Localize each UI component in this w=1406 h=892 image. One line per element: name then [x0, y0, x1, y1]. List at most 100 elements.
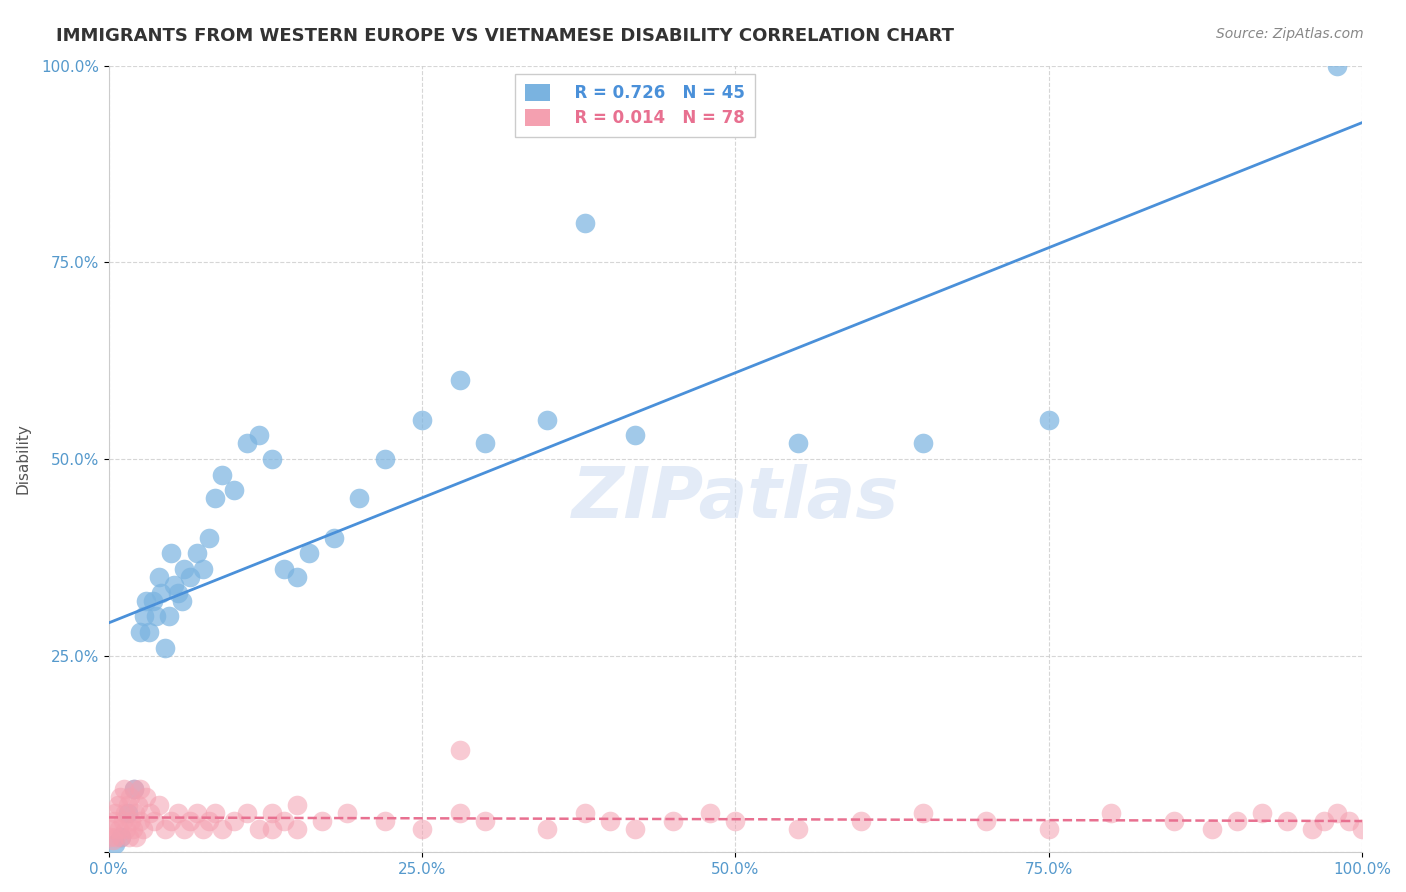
Point [135, 593, 157, 607]
Point [849, 814, 872, 828]
Point [131, 822, 153, 836]
Point [198, 814, 221, 828]
Point [120, 790, 142, 805]
Point [211, 467, 233, 482]
Point [449, 743, 471, 757]
Point [912, 436, 935, 450]
Point [1275, 814, 1298, 828]
Point [150, 585, 173, 599]
Point [336, 805, 359, 820]
Point [114, 805, 136, 820]
Point [125, 830, 148, 844]
Point [787, 436, 810, 450]
Point [100, 822, 122, 836]
Point [110, 830, 132, 844]
Point [974, 814, 997, 828]
Point [247, 428, 270, 442]
Point [224, 483, 246, 498]
Point [129, 782, 152, 797]
Point [1326, 59, 1348, 73]
Text: IMMIGRANTS FROM WESTERN EUROPE VS VIETNAMESE DISABILITY CORRELATION CHART: IMMIGRANTS FROM WESTERN EUROPE VS VIETNA… [56, 27, 955, 45]
Point [191, 822, 214, 836]
Point [273, 814, 295, 828]
Point [157, 609, 180, 624]
Point [449, 805, 471, 820]
Point [110, 830, 132, 844]
Point [105, 830, 128, 844]
Point [155, 640, 177, 655]
Point [129, 814, 152, 828]
Point [323, 531, 346, 545]
Point [449, 373, 471, 387]
Point [1301, 822, 1323, 836]
Point [117, 805, 139, 820]
Point [111, 814, 134, 828]
Point [1163, 814, 1185, 828]
Point [204, 491, 226, 506]
Point [118, 830, 141, 844]
Point [211, 822, 233, 836]
Point [166, 805, 188, 820]
Point [145, 609, 167, 624]
Point [160, 546, 183, 560]
Point [122, 782, 145, 797]
Point [260, 452, 283, 467]
Point [170, 593, 193, 607]
Point [148, 570, 170, 584]
Point [224, 814, 246, 828]
Point [1099, 805, 1122, 820]
Point [1038, 822, 1060, 836]
Point [298, 546, 321, 560]
Point [179, 814, 201, 828]
Point [103, 814, 125, 828]
Point [117, 798, 139, 813]
Point [273, 562, 295, 576]
Point [120, 814, 142, 828]
Point [235, 436, 257, 450]
Point [1326, 805, 1348, 820]
Point [661, 814, 683, 828]
Point [247, 822, 270, 836]
Point [599, 814, 621, 828]
Point [163, 578, 186, 592]
Point [260, 822, 283, 836]
Point [166, 585, 188, 599]
Point [104, 805, 127, 820]
Point [285, 798, 308, 813]
Point [108, 822, 131, 836]
Point [373, 452, 395, 467]
Text: Source: ZipAtlas.com: Source: ZipAtlas.com [1216, 27, 1364, 41]
Point [624, 428, 647, 442]
Point [186, 805, 208, 820]
Point [121, 822, 143, 836]
Point [624, 822, 647, 836]
Point [132, 609, 155, 624]
Point [285, 822, 308, 836]
Point [1339, 814, 1361, 828]
Point [129, 625, 152, 640]
Point [536, 412, 558, 426]
Point [411, 412, 433, 426]
Point [574, 216, 596, 230]
Point [173, 562, 195, 576]
Point [191, 562, 214, 576]
Point [724, 814, 747, 828]
Point [204, 805, 226, 820]
Point [138, 625, 160, 640]
Point [311, 814, 333, 828]
Point [142, 593, 165, 607]
Point [1226, 814, 1249, 828]
Point [135, 790, 157, 805]
Point [912, 805, 935, 820]
Point [260, 805, 283, 820]
Point [104, 838, 127, 852]
Point [101, 833, 124, 847]
Y-axis label: Disability: Disability [15, 424, 30, 494]
Point [235, 805, 257, 820]
Point [349, 491, 371, 506]
Point [139, 805, 162, 820]
Point [142, 814, 165, 828]
Point [474, 814, 496, 828]
Point [112, 782, 135, 797]
Point [115, 822, 138, 836]
